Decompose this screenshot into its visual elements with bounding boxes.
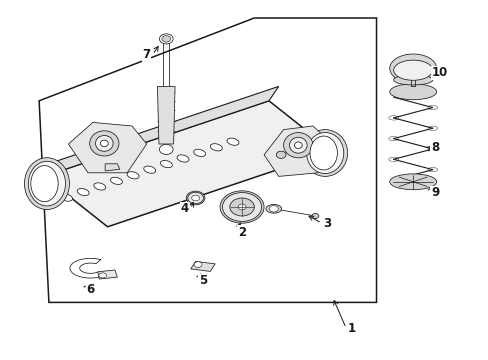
- Ellipse shape: [177, 155, 189, 162]
- Ellipse shape: [220, 191, 264, 223]
- Polygon shape: [157, 86, 175, 144]
- Ellipse shape: [160, 161, 172, 168]
- Text: 7: 7: [142, 48, 150, 61]
- Ellipse shape: [311, 213, 318, 219]
- Ellipse shape: [269, 206, 278, 212]
- Ellipse shape: [143, 166, 155, 173]
- Text: 3: 3: [323, 217, 331, 230]
- Ellipse shape: [309, 136, 337, 170]
- Polygon shape: [105, 164, 120, 171]
- Polygon shape: [44, 86, 278, 176]
- Text: 2: 2: [238, 226, 245, 239]
- Ellipse shape: [159, 144, 173, 154]
- Ellipse shape: [306, 132, 343, 174]
- Ellipse shape: [162, 36, 170, 42]
- Text: 4: 4: [181, 202, 188, 215]
- Text: 8: 8: [430, 141, 438, 154]
- Ellipse shape: [94, 183, 105, 190]
- Ellipse shape: [229, 198, 254, 216]
- Ellipse shape: [222, 193, 261, 221]
- Ellipse shape: [210, 144, 222, 151]
- Ellipse shape: [427, 147, 437, 151]
- Ellipse shape: [302, 130, 347, 176]
- Ellipse shape: [393, 75, 432, 85]
- Polygon shape: [98, 270, 117, 279]
- Ellipse shape: [100, 140, 108, 147]
- Ellipse shape: [388, 116, 398, 120]
- Ellipse shape: [24, 158, 69, 210]
- Ellipse shape: [127, 172, 139, 179]
- Ellipse shape: [427, 105, 437, 110]
- Ellipse shape: [389, 174, 436, 190]
- Ellipse shape: [427, 167, 437, 172]
- Ellipse shape: [238, 204, 245, 210]
- Ellipse shape: [193, 149, 205, 157]
- Ellipse shape: [95, 135, 113, 151]
- Polygon shape: [44, 101, 332, 227]
- Text: 5: 5: [199, 274, 206, 287]
- Ellipse shape: [187, 192, 203, 204]
- Ellipse shape: [294, 142, 302, 148]
- Polygon shape: [68, 122, 146, 173]
- Ellipse shape: [389, 54, 436, 83]
- Ellipse shape: [28, 161, 65, 206]
- Ellipse shape: [388, 136, 398, 141]
- Ellipse shape: [89, 131, 119, 156]
- Ellipse shape: [393, 60, 432, 80]
- Ellipse shape: [186, 191, 204, 205]
- Ellipse shape: [61, 194, 72, 201]
- Ellipse shape: [77, 188, 89, 195]
- Text: 9: 9: [430, 186, 438, 199]
- Text: 1: 1: [347, 322, 355, 335]
- Ellipse shape: [388, 157, 398, 161]
- Ellipse shape: [289, 137, 306, 153]
- Polygon shape: [39, 18, 376, 302]
- Ellipse shape: [276, 151, 285, 158]
- Ellipse shape: [283, 132, 312, 158]
- Polygon shape: [264, 126, 332, 176]
- Ellipse shape: [194, 262, 202, 267]
- Ellipse shape: [191, 195, 199, 201]
- Ellipse shape: [110, 177, 122, 184]
- Ellipse shape: [31, 166, 58, 202]
- Text: 6: 6: [86, 283, 94, 296]
- Ellipse shape: [427, 126, 437, 130]
- Ellipse shape: [159, 34, 173, 44]
- Ellipse shape: [265, 204, 281, 213]
- Ellipse shape: [226, 138, 239, 145]
- Ellipse shape: [389, 84, 436, 100]
- Ellipse shape: [99, 273, 106, 278]
- Text: 10: 10: [431, 66, 447, 79]
- Polygon shape: [190, 261, 215, 271]
